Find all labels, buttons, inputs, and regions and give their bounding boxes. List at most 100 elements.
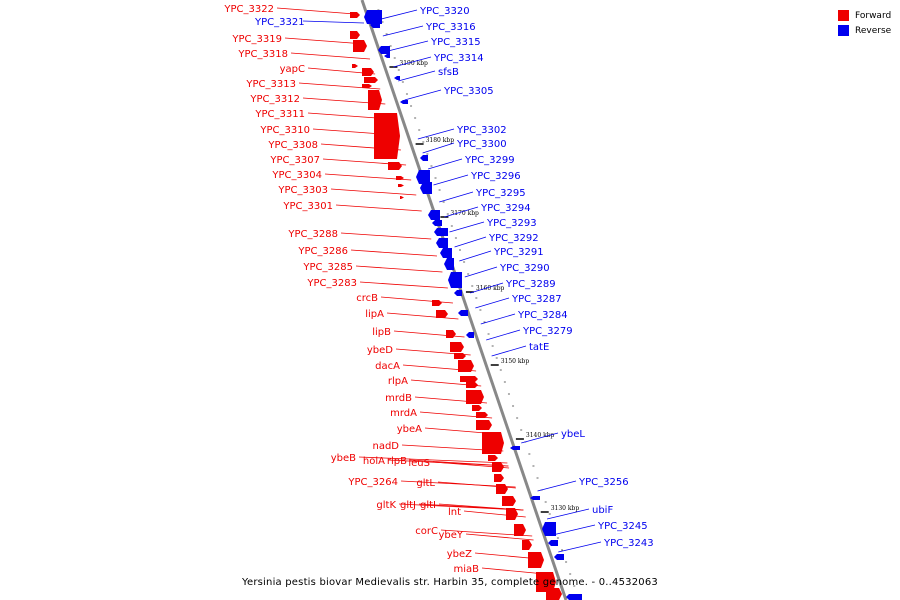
forward-gene-label[interactable]: nadD <box>372 441 399 452</box>
reverse-gene-label[interactable]: YPC_3287 <box>511 294 562 305</box>
forward-gene-feature[interactable] <box>432 300 442 306</box>
forward-gene-feature[interactable] <box>458 360 474 372</box>
reverse-gene-feature[interactable] <box>416 170 430 184</box>
reverse-gene-label[interactable]: YPC_3300 <box>456 139 507 150</box>
forward-gene-label[interactable]: YPC_3308 <box>267 140 318 151</box>
forward-gene-label[interactable]: lnt <box>448 507 461 518</box>
forward-gene-feature[interactable] <box>436 310 448 318</box>
forward-gene-label[interactable]: YPC_3310 <box>259 125 310 136</box>
forward-gene-label[interactable]: YPC_3303 <box>277 185 328 196</box>
reverse-gene-feature[interactable] <box>420 155 428 161</box>
forward-gene-label[interactable]: ybeB <box>331 453 356 464</box>
forward-gene-label[interactable]: leuS <box>408 458 430 469</box>
forward-gene-label[interactable]: holA <box>363 456 385 467</box>
reverse-gene-label[interactable]: YPC_3296 <box>470 171 521 182</box>
reverse-gene-label[interactable]: YPC_3293 <box>486 218 537 229</box>
forward-gene-label[interactable]: gltK <box>376 500 396 511</box>
reverse-gene-label[interactable]: YPC_3243 <box>603 538 654 549</box>
forward-gene-label[interactable]: YPC_3288 <box>287 229 338 240</box>
forward-gene-label[interactable]: YPC_3264 <box>347 477 398 488</box>
forward-gene-label[interactable]: YPC_3311 <box>254 109 305 120</box>
forward-gene-label[interactable]: dacA <box>375 361 400 372</box>
forward-gene-feature[interactable] <box>368 90 382 110</box>
forward-gene-feature[interactable] <box>350 12 360 18</box>
reverse-gene-label[interactable]: sfsB <box>438 67 459 78</box>
reverse-gene-feature[interactable] <box>458 310 468 316</box>
reverse-gene-label[interactable]: YPC_3314 <box>433 53 484 64</box>
forward-gene-label[interactable]: YPC_3319 <box>231 34 282 45</box>
forward-gene-feature[interactable] <box>514 524 526 536</box>
forward-gene-label[interactable]: gltJ <box>400 500 416 511</box>
reverse-gene-label[interactable]: tatE <box>529 342 549 353</box>
forward-gene-label[interactable]: gltI <box>420 500 436 511</box>
reverse-gene-label[interactable]: YPC_3289 <box>505 279 556 290</box>
reverse-gene-label[interactable]: YPC_3299 <box>464 155 515 166</box>
reverse-gene-label[interactable]: YPC_3321 <box>254 17 305 28</box>
forward-gene-label[interactable]: yapC <box>280 64 305 75</box>
forward-gene-feature[interactable] <box>374 113 400 159</box>
forward-gene-feature[interactable] <box>446 330 456 338</box>
reverse-gene-label[interactable]: YPC_3305 <box>443 86 494 97</box>
reverse-gene-feature[interactable] <box>428 210 440 220</box>
forward-gene-feature[interactable] <box>476 420 492 430</box>
forward-gene-label[interactable]: YPC_3301 <box>282 201 333 212</box>
reverse-gene-label[interactable]: YPC_3279 <box>522 326 573 337</box>
forward-gene-feature[interactable] <box>506 508 518 520</box>
reverse-gene-feature[interactable] <box>436 238 448 248</box>
reverse-gene-feature[interactable] <box>378 46 390 54</box>
reverse-gene-label[interactable]: ubiF <box>592 505 613 516</box>
reverse-gene-feature[interactable] <box>434 228 448 236</box>
forward-gene-feature[interactable] <box>362 68 374 76</box>
forward-gene-feature[interactable] <box>398 184 404 187</box>
forward-gene-label[interactable]: ybeY <box>438 530 463 541</box>
forward-gene-label[interactable]: gltL <box>416 478 435 489</box>
forward-gene-label[interactable]: YPC_3313 <box>245 79 296 90</box>
reverse-gene-label[interactable]: YPC_3290 <box>499 263 550 274</box>
reverse-gene-label[interactable]: YPC_3284 <box>517 310 568 321</box>
reverse-gene-feature[interactable] <box>444 258 454 270</box>
forward-gene-feature[interactable] <box>522 540 532 550</box>
forward-gene-label[interactable]: lipB <box>372 327 391 338</box>
forward-gene-feature[interactable] <box>388 162 402 170</box>
forward-gene-label[interactable]: YPC_3312 <box>249 94 300 105</box>
forward-gene-feature[interactable] <box>400 196 404 199</box>
reverse-gene-feature[interactable] <box>364 10 382 24</box>
forward-gene-feature[interactable] <box>352 64 358 68</box>
reverse-gene-feature[interactable] <box>394 76 400 80</box>
forward-gene-feature[interactable] <box>472 405 482 411</box>
forward-gene-feature[interactable] <box>502 496 516 506</box>
forward-gene-feature[interactable] <box>546 588 562 600</box>
reverse-gene-feature[interactable] <box>554 554 564 560</box>
reverse-gene-label[interactable]: YPC_3256 <box>578 477 629 488</box>
forward-gene-label[interactable]: YPC_3322 <box>223 4 274 15</box>
reverse-gene-feature[interactable] <box>542 522 556 536</box>
forward-gene-feature[interactable] <box>460 376 478 382</box>
forward-gene-label[interactable]: YPC_3304 <box>271 170 322 181</box>
reverse-gene-feature[interactable] <box>370 22 380 28</box>
reverse-gene-label[interactable]: ybeL <box>561 429 585 440</box>
forward-gene-label[interactable]: lipA <box>365 309 384 320</box>
forward-gene-feature[interactable] <box>476 412 488 418</box>
reverse-gene-label[interactable]: YPC_3295 <box>475 188 526 199</box>
forward-gene-label[interactable]: crcB <box>356 293 378 304</box>
reverse-gene-feature[interactable] <box>530 496 540 500</box>
reverse-gene-feature[interactable] <box>400 100 408 104</box>
forward-gene-label[interactable]: rlpA <box>388 376 408 387</box>
forward-gene-feature[interactable] <box>496 484 508 494</box>
forward-gene-feature[interactable] <box>488 455 498 461</box>
forward-gene-label[interactable]: YPC_3283 <box>306 278 357 289</box>
forward-gene-label[interactable]: mrdA <box>390 408 417 419</box>
reverse-gene-label[interactable]: YPC_3291 <box>493 247 544 258</box>
reverse-gene-feature[interactable] <box>548 540 558 546</box>
forward-gene-label[interactable]: ybeZ <box>447 549 472 560</box>
forward-gene-feature[interactable] <box>482 432 504 454</box>
reverse-gene-feature[interactable] <box>454 290 462 296</box>
reverse-gene-label[interactable]: YPC_3316 <box>425 22 476 33</box>
reverse-gene-feature[interactable] <box>384 54 390 58</box>
forward-gene-label[interactable]: YPC_3285 <box>302 262 353 273</box>
forward-gene-label[interactable]: miaB <box>453 564 479 575</box>
forward-gene-label[interactable]: mrdB <box>385 393 412 404</box>
forward-gene-label[interactable]: ybeD <box>367 345 393 356</box>
forward-gene-feature[interactable] <box>362 84 372 88</box>
forward-gene-label[interactable]: YPC_3307 <box>269 155 320 166</box>
